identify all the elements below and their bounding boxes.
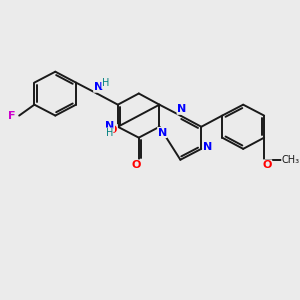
Text: H: H [102, 79, 109, 88]
Text: O: O [262, 160, 272, 170]
Text: CH₃: CH₃ [282, 155, 300, 165]
Text: O: O [132, 160, 141, 170]
Text: H: H [106, 128, 113, 138]
Text: N: N [158, 128, 167, 137]
Text: F: F [8, 111, 16, 121]
Text: N: N [94, 82, 103, 92]
Text: N: N [105, 121, 114, 131]
Text: N: N [203, 142, 212, 152]
Text: N: N [177, 104, 186, 114]
Text: O: O [108, 124, 117, 135]
